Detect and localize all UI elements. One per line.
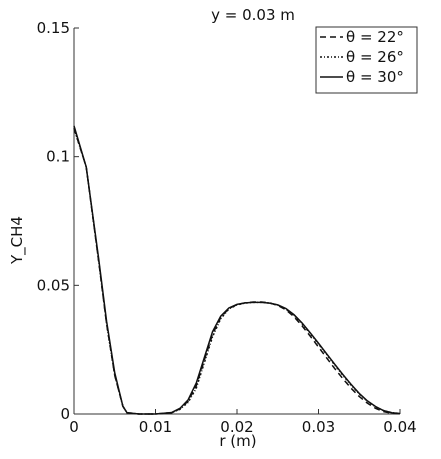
legend-label-2: θ = 26° (346, 48, 404, 66)
x-tick-label: 0.04 (383, 418, 416, 436)
legend-label-1: θ = 22° (346, 28, 404, 46)
x-tick-label: 0.03 (302, 418, 335, 436)
legend: θ = 22° θ = 26° θ = 30° (315, 26, 418, 94)
y-tick-label: 0.1 (46, 148, 70, 166)
series-line-1 (73, 128, 401, 415)
x-ticks: 0 0.01 0.02 0.03 0.04 (69, 409, 417, 436)
x-tick-label: 0.02 (220, 418, 253, 436)
x-tick-label: 0 (69, 418, 79, 436)
y-axis-title: Y_CH4 (8, 216, 27, 265)
x-tick-label: 0.01 (139, 418, 172, 436)
legend-items: θ = 22° θ = 26° θ = 30° (320, 28, 404, 86)
y-tick-label: 0.05 (37, 276, 70, 294)
chart-title: y = 0.03 m (211, 6, 295, 24)
series-group (73, 125, 401, 415)
series-line-2 (73, 128, 401, 415)
y-tick-label: 0.15 (37, 19, 70, 37)
legend-label-3: θ = 30° (346, 68, 404, 86)
series-line-3 (73, 125, 401, 415)
x-axis-title: r (m) (219, 432, 256, 450)
y-tick-label: 0 (60, 405, 70, 423)
y-ticks: 0 0.05 0.1 0.15 (37, 19, 79, 423)
legend-box (315, 26, 418, 94)
